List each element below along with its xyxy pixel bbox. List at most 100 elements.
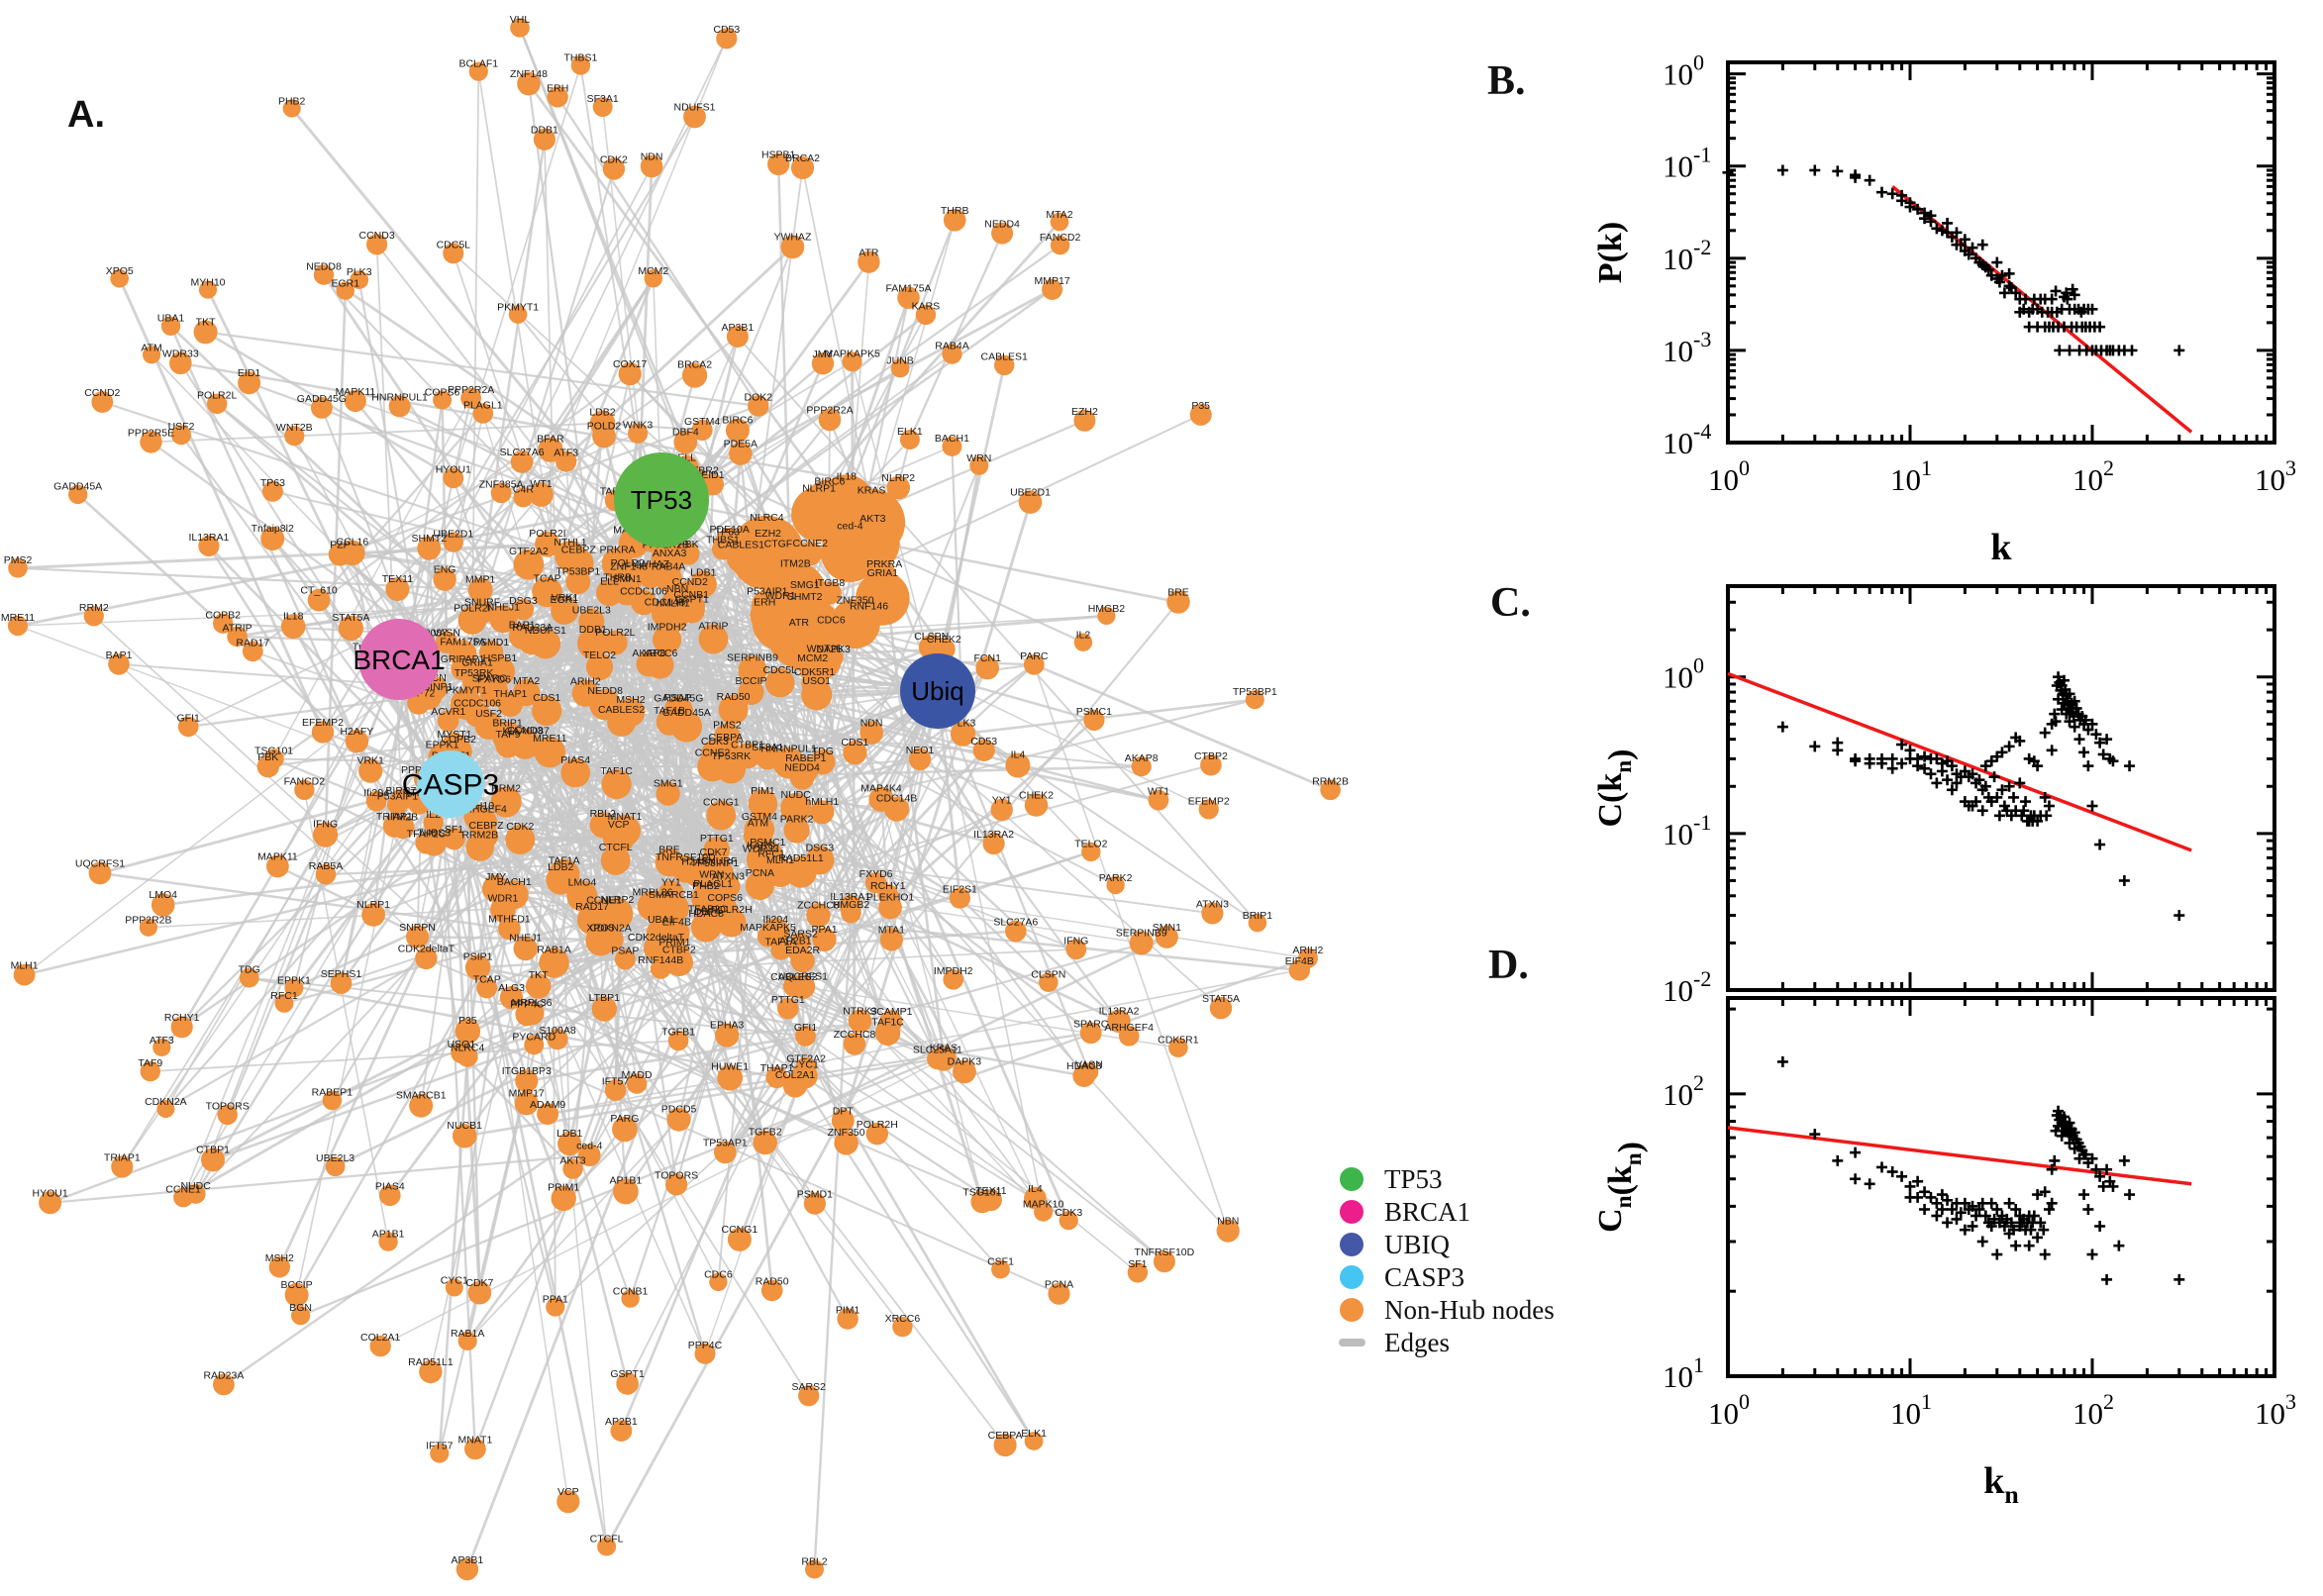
network-node-label: TEX11 [975,1185,1006,1197]
network-node [650,958,671,979]
network-node-label: PKMYT1 [497,301,539,313]
network-node-label: ATF3 [150,1035,174,1047]
network-edge [180,821,483,1029]
network-node [1198,799,1219,820]
network-node [1079,1062,1099,1082]
legend-swatch-edges [1339,1339,1365,1347]
network-node [656,551,682,577]
network-node [242,641,263,662]
network-node-label: ZCCHC8 [834,1029,876,1041]
network-edge [660,498,1179,604]
network-node [1081,842,1101,862]
network-node-label: USF2 [475,708,502,720]
network-node-label: CCNB1 [613,1285,649,1297]
network-node [462,670,486,694]
network-node-label: ced-4 [837,520,862,532]
network-node-label: PSMD1 [473,637,509,648]
network-edge [335,948,782,1168]
network-node [729,515,804,590]
network-node [437,710,459,732]
network-node-label: CDKN2A [589,923,632,935]
network-node [743,821,772,850]
network-node-label: FXYD6 [859,868,893,880]
network-node-label: TAF9 [138,1057,162,1069]
network-node [415,947,438,970]
network-node-label: MCM2 [797,652,828,664]
network-node-label: SLC25A11 [913,1045,962,1056]
network-node [908,748,932,771]
plot-frame [1726,60,2276,445]
network-node-label: RAD17 [236,637,269,648]
network-edge [841,501,1032,1122]
network-node-label: ATF3 [554,448,578,459]
network-node-label: TAF1C [871,1017,904,1029]
network-node-label: CYC1 [791,1059,819,1071]
network-node-label: ITM2B [780,558,811,570]
network-node-label: CDK7 [699,847,727,858]
network-edge [677,690,939,1121]
network-node [1073,409,1096,432]
network-node-label: GRIPAP1 [441,653,485,665]
data-points [1722,164,2185,356]
network-node-label: UQCRFS1 [75,858,125,870]
network-node-label: PTTG1 [700,833,734,845]
network-node-label: MRE11 [533,733,566,745]
network-node [557,1132,582,1156]
network-node-label: CCNE2 [695,748,731,759]
legend-swatch-nonhub [1340,1298,1364,1322]
network-node [943,209,966,232]
network-node [576,905,608,936]
network-edge [340,260,870,984]
network-edge [278,822,484,1268]
network-edge [194,783,453,1195]
network-node-label: SNURF [701,855,737,867]
network-node-label: MAPK11 [257,851,298,863]
network-node-label: LDB2 [589,407,615,419]
network-node-label: PKMYT1 [446,684,487,696]
network-node-label: ELK1 [897,426,923,438]
network-node [433,390,453,410]
network-node-label: ELL [600,575,619,587]
network-node [712,736,740,763]
hub-tp53: TP53 [614,452,709,548]
network-node-label: ATRIP [698,621,728,633]
network-node [530,629,561,659]
network-node-label: ATXN3 [712,870,745,882]
network-edge [50,1153,590,1204]
network-node-label: PRIM1 [548,1182,579,1194]
network-edge [318,412,484,601]
network-node-label: RFC1 [270,990,298,1002]
network-node [972,739,995,762]
network-node [848,1009,872,1034]
network-node [748,395,769,417]
network-node [282,99,301,118]
network-node [726,326,749,348]
network-node-label: NDUFS1 [673,102,715,114]
network-node-label: CSF1 [987,1256,1014,1268]
network-node [764,667,795,698]
network-node-label: MAPK11 [336,386,376,398]
network-node-label: DPT [833,1105,855,1117]
network-node [171,425,191,446]
network-node-label: H2AFY [681,855,715,867]
y-tick-label: 10-3 [1663,327,1711,368]
network-node-label: LMO4 [568,876,597,888]
network-edge [524,948,810,1397]
network-node-label: TEX11 [382,573,413,585]
network-node-label: POLR2H [857,1119,898,1131]
network-node-label: PLAGL1 [463,399,503,411]
network-node [801,679,833,711]
network-node-label: AP3B1 [452,1554,484,1566]
x-tick-label: 101 [1890,1389,1932,1431]
network-node-label: BRE [658,845,680,856]
network-node-label: SMARCB1 [396,1090,447,1102]
network-node [803,1192,827,1215]
network-edge [509,704,707,1354]
network-node-label: IL4 [1011,749,1026,761]
network-node [748,789,778,819]
network-edge [937,690,1045,1213]
network-node [990,798,1013,822]
network-node-label: CDC5L [437,239,471,250]
network-node [798,1385,820,1407]
